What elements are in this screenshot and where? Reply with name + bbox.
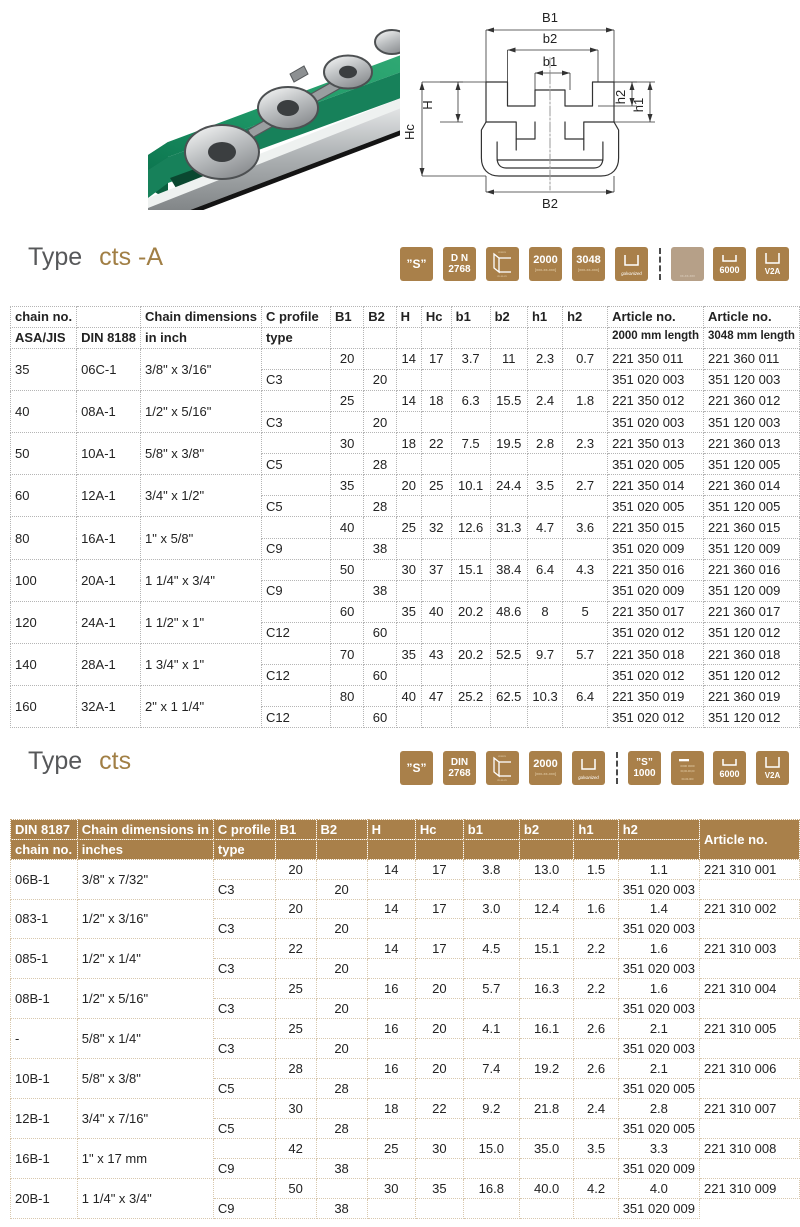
svg-text:Hc: Hc [402,124,417,140]
svg-text:xx-xx-xx: xx-xx-xx [497,275,507,278]
svg-text:B2: B2 [542,196,558,211]
svg-text:b1: b1 [543,54,557,69]
svg-text:xx-xx-xx: xx-xx-xx [497,779,507,782]
svg-text:6000: 6000 [719,769,739,779]
svg-text:galvanized: galvanized [578,775,599,780]
svg-text:h1: h1 [631,98,646,112]
svg-text:6000: 6000 [719,265,739,275]
svg-text:xxxxxx: xxxxxx [498,755,506,758]
svg-text:B1: B1 [542,10,558,25]
svg-text:galvanized: galvanized [621,271,642,276]
svg-text:V2A: V2A [765,771,781,780]
svg-text:00-00-000: 00-00-000 [682,777,694,781]
svg-text:V2A: V2A [765,267,781,276]
svg-text:xxxxxx: xxxxxx [498,251,506,254]
svg-text:H: H [420,100,435,109]
svg-text:00,00-00,00: 00,00-00,00 [681,769,695,773]
svg-text:0000 0000: 0000 0000 [680,764,695,768]
svg-text:b2: b2 [543,31,557,46]
svg-text:h2: h2 [613,90,628,104]
